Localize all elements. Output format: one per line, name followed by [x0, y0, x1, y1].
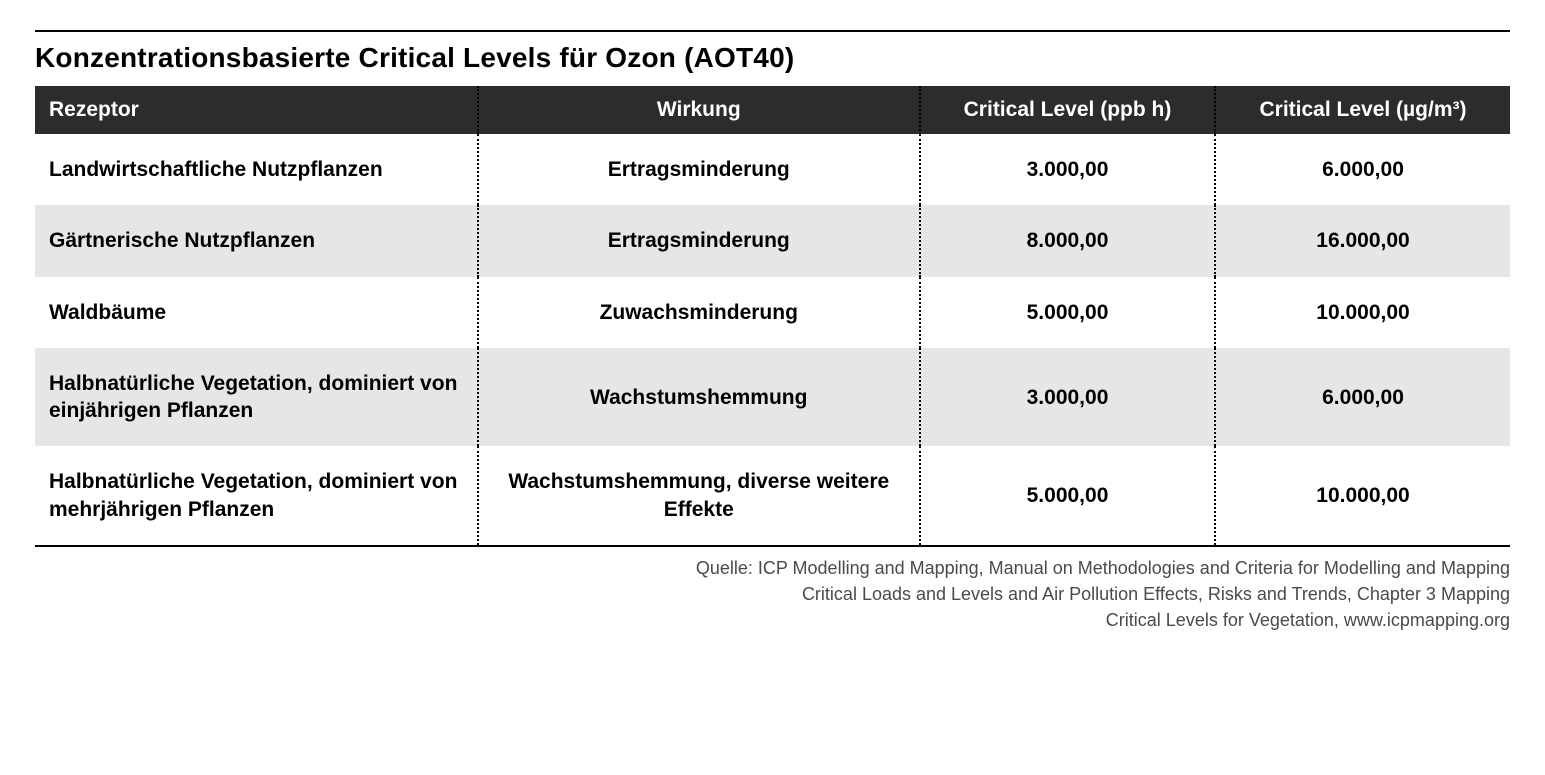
table-body: Landwirtschaftliche Nutzpflanzen Ertrags…	[35, 134, 1510, 546]
col-header-ppbh: Critical Level (ppb h)	[920, 86, 1215, 134]
cell-wirkung: Ertragsminderung	[478, 134, 921, 205]
cell-ugm3: 10.000,00	[1215, 446, 1510, 546]
table-header-row: Rezeptor Wirkung Critical Level (ppb h) …	[35, 86, 1510, 134]
cell-ugm3: 10.000,00	[1215, 277, 1510, 348]
table-row: Halbnatürliche Vegetation, dominiert von…	[35, 446, 1510, 546]
cell-wirkung: Wachstumshemmung, diverse weitere Effekt…	[478, 446, 921, 546]
cell-ppbh: 5.000,00	[920, 446, 1215, 546]
critical-levels-table: Rezeptor Wirkung Critical Level (ppb h) …	[35, 86, 1510, 547]
cell-ppbh: 3.000,00	[920, 134, 1215, 205]
cell-ppbh: 8.000,00	[920, 205, 1215, 276]
table-row: Gärtnerische Nutzpflanzen Ertragsminderu…	[35, 205, 1510, 276]
cell-rezeptor: Gärtnerische Nutzpflanzen	[35, 205, 478, 276]
cell-rezeptor: Halbnatürliche Vegetation, dominiert von…	[35, 446, 478, 546]
table-row: Halbnatürliche Vegetation, dominiert von…	[35, 348, 1510, 447]
source-citation: Quelle: ICP Modelling and Mapping, Manua…	[35, 555, 1510, 633]
table-row: Landwirtschaftliche Nutzpflanzen Ertrags…	[35, 134, 1510, 205]
top-rule	[35, 30, 1510, 32]
cell-rezeptor: Halbnatürliche Vegetation, dominiert von…	[35, 348, 478, 447]
source-line: Quelle: ICP Modelling and Mapping, Manua…	[35, 555, 1510, 581]
cell-ugm3: 6.000,00	[1215, 348, 1510, 447]
col-header-wirkung: Wirkung	[478, 86, 921, 134]
cell-wirkung: Zuwachsminderung	[478, 277, 921, 348]
cell-rezeptor: Landwirtschaftliche Nutzpflanzen	[35, 134, 478, 205]
cell-rezeptor: Waldbäume	[35, 277, 478, 348]
cell-ugm3: 6.000,00	[1215, 134, 1510, 205]
col-header-ugm3: Critical Level (µg/m³)	[1215, 86, 1510, 134]
table-row: Waldbäume Zuwachsminderung 5.000,00 10.0…	[35, 277, 1510, 348]
col-header-rezeptor: Rezeptor	[35, 86, 478, 134]
page-title: Konzentrationsbasierte Critical Levels f…	[35, 42, 1510, 74]
source-line: Critical Levels for Vegetation, www.icpm…	[35, 607, 1510, 633]
cell-ppbh: 5.000,00	[920, 277, 1215, 348]
cell-ugm3: 16.000,00	[1215, 205, 1510, 276]
cell-ppbh: 3.000,00	[920, 348, 1215, 447]
cell-wirkung: Ertragsminderung	[478, 205, 921, 276]
cell-wirkung: Wachstumshemmung	[478, 348, 921, 447]
source-line: Critical Loads and Levels and Air Pollut…	[35, 581, 1510, 607]
